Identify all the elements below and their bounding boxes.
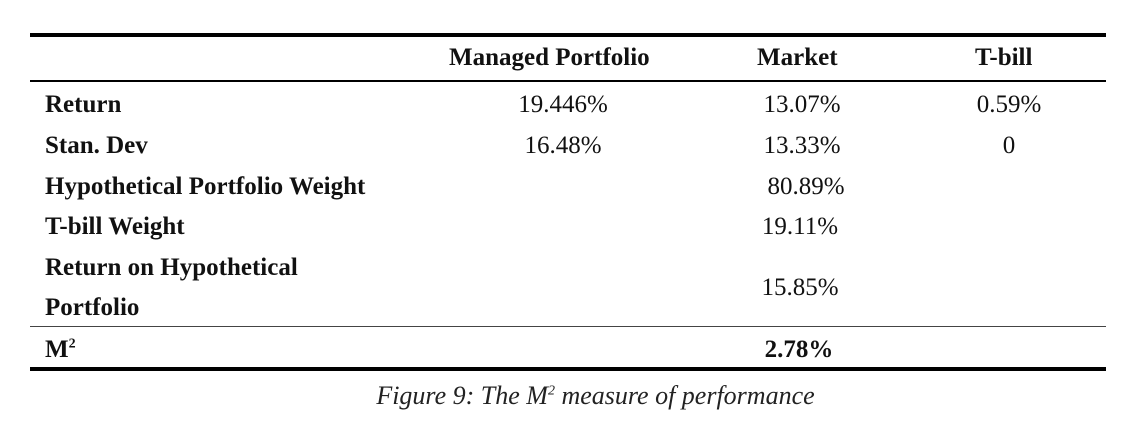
header-market: Market xyxy=(757,44,838,71)
row-label-tbill-weight: T-bill Weight xyxy=(45,213,185,240)
cell-hypothetical-weight-market: 80.89% xyxy=(767,173,845,200)
row-label-hypothetical-weight: Hypothetical Portfolio Weight xyxy=(45,173,366,200)
cell-return-tbill: 0.59% xyxy=(976,91,1042,118)
table-bottom-rule xyxy=(30,367,1106,371)
cell-tbill-weight-market: 19.11% xyxy=(761,213,839,240)
cell-return-managed: 19.446% xyxy=(518,91,608,118)
row-label-return-hypothetical-line1: Return on Hypothetical xyxy=(45,254,298,281)
cell-return-hypothetical-market: 15.85% xyxy=(761,274,839,301)
cell-m2-value: 2.78% xyxy=(764,336,834,363)
m2-separator-rule xyxy=(30,326,1106,327)
row-label-m2: M2 xyxy=(45,335,76,365)
row-label-return: Return xyxy=(45,91,122,118)
figure-caption: Figure 9: The M2 measure of performance xyxy=(0,380,1141,412)
cell-stdev-managed: 16.48% xyxy=(524,132,602,159)
cell-stdev-tbill: 0 xyxy=(1002,132,1016,159)
header-rule xyxy=(30,80,1106,82)
row-label-return-hypothetical-line2: Portfolio xyxy=(45,294,140,321)
row-label-stan-dev: Stan. Dev xyxy=(45,132,148,159)
caption-suffix: measure of performance xyxy=(554,381,815,410)
table-top-rule xyxy=(30,33,1106,37)
caption-prefix: Figure 9: The M xyxy=(376,381,548,410)
caption-sup: 2 xyxy=(547,383,555,399)
header-managed-portfolio: Managed Portfolio xyxy=(449,44,650,71)
cell-return-market: 13.07% xyxy=(763,91,841,118)
cell-stdev-market: 13.33% xyxy=(763,132,841,159)
m2-label-base: M xyxy=(45,336,69,363)
m2-label-sup: 2 xyxy=(68,336,76,352)
header-tbill: T-bill xyxy=(975,44,1033,71)
